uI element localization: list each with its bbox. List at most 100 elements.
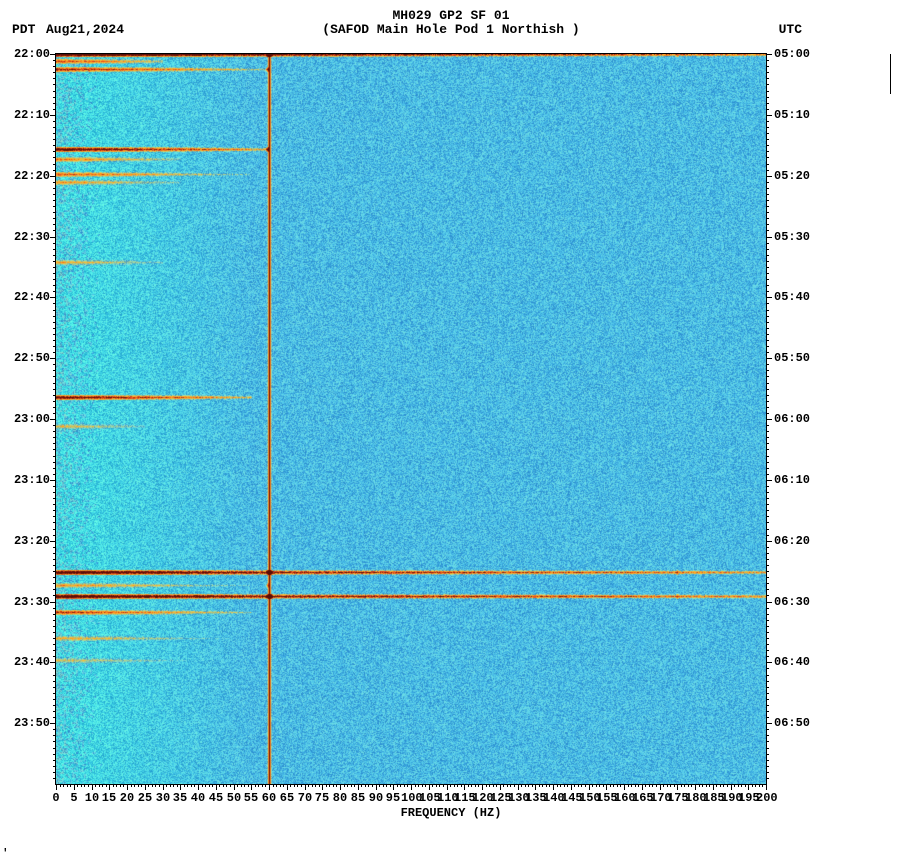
y-left-tick-minor bbox=[53, 443, 56, 444]
y-left-tick-major bbox=[50, 662, 56, 663]
x-tick-minor bbox=[532, 784, 533, 787]
y-left-label: 23:40 bbox=[10, 655, 50, 669]
x-tick-minor bbox=[691, 784, 692, 787]
y-right-tick-minor bbox=[766, 717, 769, 718]
x-tick-major bbox=[482, 784, 483, 790]
y-left-tick-minor bbox=[53, 462, 56, 463]
x-tick-major bbox=[731, 784, 732, 790]
y-left-tick-minor bbox=[53, 608, 56, 609]
y-left-tick-minor bbox=[53, 121, 56, 122]
x-tick-major bbox=[234, 784, 235, 790]
y-left-tick-minor bbox=[53, 170, 56, 171]
x-tick-minor bbox=[148, 784, 149, 787]
y-right-tick-minor bbox=[766, 620, 769, 621]
y-left-tick-minor bbox=[53, 340, 56, 341]
y-left-tick-minor bbox=[53, 589, 56, 590]
x-tick-minor bbox=[702, 784, 703, 787]
x-tick-minor bbox=[542, 784, 543, 787]
x-label: 105 bbox=[419, 791, 439, 805]
x-tick-minor bbox=[468, 784, 469, 787]
x-tick-minor bbox=[383, 784, 384, 787]
y-left-tick-minor bbox=[53, 675, 56, 676]
y-right-tick-minor bbox=[766, 626, 769, 627]
x-tick-minor bbox=[407, 784, 408, 787]
y-left-tick-minor bbox=[53, 626, 56, 627]
y-right-tick-minor bbox=[766, 133, 769, 134]
y-left-tick-minor bbox=[53, 139, 56, 140]
y-left-tick-minor bbox=[53, 157, 56, 158]
x-tick-major bbox=[606, 784, 607, 790]
x-tick-minor bbox=[170, 784, 171, 787]
x-tick-minor bbox=[418, 784, 419, 787]
x-tick-minor bbox=[290, 784, 291, 787]
x-tick-minor bbox=[67, 784, 68, 787]
x-tick-minor bbox=[241, 784, 242, 787]
x-tick-minor bbox=[656, 784, 657, 787]
y-right-tick-minor bbox=[766, 492, 769, 493]
y-left-tick-minor bbox=[53, 164, 56, 165]
y-left-tick-minor bbox=[53, 711, 56, 712]
x-tick-minor bbox=[510, 784, 511, 787]
y-left-tick-minor bbox=[53, 656, 56, 657]
y-left-tick-minor bbox=[53, 681, 56, 682]
y-left-tick-minor bbox=[53, 66, 56, 67]
x-tick-minor bbox=[699, 784, 700, 787]
x-tick-minor bbox=[255, 784, 256, 787]
y-left-tick-major bbox=[50, 297, 56, 298]
y-right-tick-minor bbox=[766, 401, 769, 402]
y-left-label: 23:20 bbox=[10, 534, 50, 548]
y-left-tick-minor bbox=[53, 638, 56, 639]
y-right-tick-minor bbox=[766, 151, 769, 152]
x-tick-minor bbox=[574, 784, 575, 787]
y-right-tick-minor bbox=[766, 735, 769, 736]
y-right-tick-minor bbox=[766, 760, 769, 761]
x-tick-major bbox=[305, 784, 306, 790]
y-left-tick-minor bbox=[53, 620, 56, 621]
x-tick-major bbox=[393, 784, 394, 790]
y-left-tick-minor bbox=[53, 498, 56, 499]
y-right-tick-minor bbox=[766, 170, 769, 171]
x-tick-major bbox=[163, 784, 164, 790]
y-right-tick-major bbox=[766, 237, 772, 238]
y-right-tick-major bbox=[766, 358, 772, 359]
x-tick-minor bbox=[741, 784, 742, 787]
x-tick-minor bbox=[585, 784, 586, 787]
x-label: 165 bbox=[632, 791, 652, 805]
y-right-tick-minor bbox=[766, 310, 769, 311]
x-tick-minor bbox=[503, 784, 504, 787]
x-tick-minor bbox=[81, 784, 82, 787]
x-tick-major bbox=[677, 784, 678, 790]
y-left-tick-minor bbox=[53, 212, 56, 213]
y-right-tick-minor bbox=[766, 261, 769, 262]
y-left-tick-minor bbox=[53, 407, 56, 408]
x-label: 120 bbox=[472, 791, 492, 805]
x-tick-minor bbox=[727, 784, 728, 787]
x-tick-minor bbox=[123, 784, 124, 787]
x-label: 200 bbox=[756, 791, 776, 805]
y-right-tick-minor bbox=[766, 352, 769, 353]
x-tick-major bbox=[92, 784, 93, 790]
date-label: Aug21,2024 bbox=[46, 22, 124, 37]
y-left-tick-minor bbox=[53, 632, 56, 633]
x-tick-minor bbox=[368, 784, 369, 787]
spectrogram-canvas bbox=[56, 54, 766, 784]
y-left-tick-minor bbox=[53, 699, 56, 700]
x-tick-minor bbox=[262, 784, 263, 787]
y-right-tick-minor bbox=[766, 407, 769, 408]
y-right-tick-minor bbox=[766, 583, 769, 584]
y-left-tick-minor bbox=[53, 127, 56, 128]
x-label: 125 bbox=[490, 791, 510, 805]
x-label: 5 bbox=[64, 791, 84, 805]
y-left-tick-minor bbox=[53, 449, 56, 450]
y-right-label: 06:50 bbox=[774, 716, 810, 730]
y-right-tick-minor bbox=[766, 267, 769, 268]
x-tick-minor bbox=[308, 784, 309, 787]
y-right-tick-minor bbox=[766, 212, 769, 213]
y-right-label: 06:00 bbox=[774, 412, 810, 426]
y-right-tick-minor bbox=[766, 121, 769, 122]
x-tick-major bbox=[500, 784, 501, 790]
x-tick-major bbox=[145, 784, 146, 790]
x-tick-minor bbox=[138, 784, 139, 787]
y-right-tick-minor bbox=[766, 139, 769, 140]
x-tick-major bbox=[269, 784, 270, 790]
